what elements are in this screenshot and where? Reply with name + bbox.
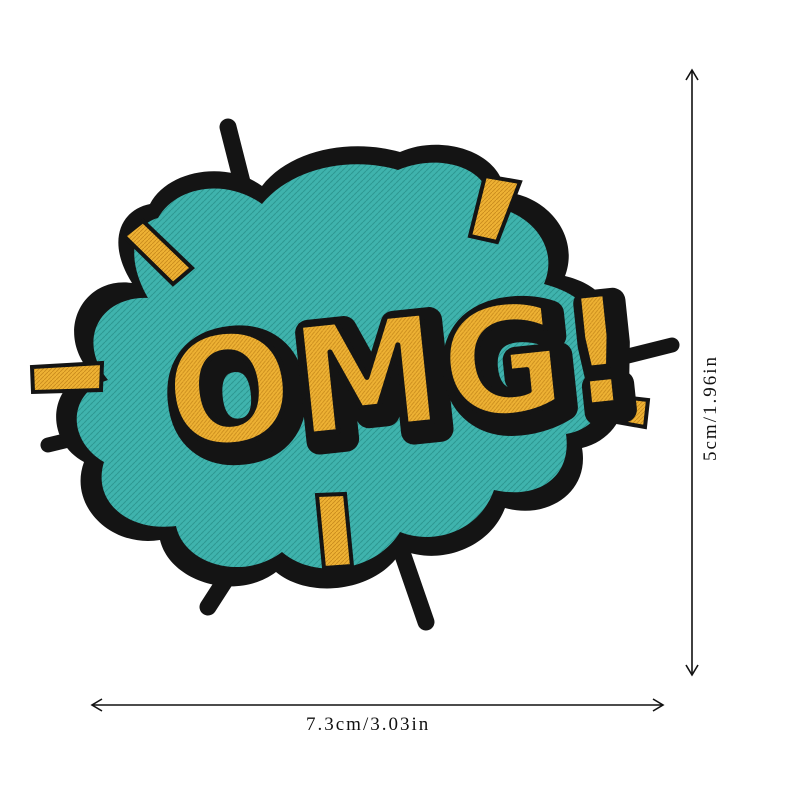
omg-lettering: OMG! OMG! <box>152 257 662 505</box>
accent-left <box>29 360 105 395</box>
accent-top-left <box>120 218 195 287</box>
cloud-fill <box>76 162 604 569</box>
width-dimension-label: 7.3cm/3.03in <box>306 714 431 735</box>
omg-cloud-patch <box>56 144 625 589</box>
accent-right <box>591 391 651 430</box>
accent-top-right <box>467 173 523 245</box>
accent-bursts <box>29 173 651 571</box>
burst-line-right <box>604 337 680 368</box>
height-dimension-label: 5cm/1.96in <box>700 354 721 462</box>
height-dimension-arrow <box>685 68 699 677</box>
width-dimension-arrow <box>90 698 665 712</box>
accent-bottom <box>314 491 355 571</box>
